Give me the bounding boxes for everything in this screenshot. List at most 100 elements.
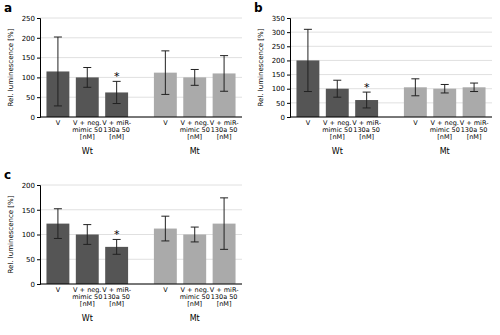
- y-tick-mark: [287, 32, 290, 33]
- panel: 050100150200250VV + neg.mimic 50[nM]V + …: [4, 1, 242, 156]
- figure: 050100150200250VV + neg.mimic 50[nM]V + …: [0, 0, 500, 335]
- marks: [46, 198, 235, 284]
- error-bar: [220, 198, 228, 249]
- x-tick-label: V + miR-130a 50[nM]: [102, 286, 131, 308]
- x-tick-label: V: [163, 119, 168, 127]
- y-tick-mark: [287, 75, 290, 76]
- x-tick-label: V: [306, 119, 311, 127]
- y-tick: 50: [26, 256, 40, 264]
- x-axis: V V + neg.mimic 50[nM]V + miR-130a 50[nM]: [56, 286, 132, 308]
- y-axis-line: [37, 19, 41, 118]
- y-tick: 150: [272, 71, 290, 79]
- y-tick-mark: [37, 117, 40, 118]
- y-tick-label: 250: [22, 15, 35, 23]
- y-tick: 50: [276, 100, 290, 108]
- grid: [40, 18, 242, 117]
- y-tick: 250: [272, 43, 290, 51]
- y-tick: 0: [31, 281, 40, 289]
- grid-line: [290, 18, 492, 19]
- grid: [290, 18, 492, 117]
- y-tick-label: 350: [272, 15, 285, 23]
- y-axis: 0 50 100 150 200: [22, 182, 41, 289]
- y-tick: 200: [272, 57, 290, 65]
- y-axis-title: Rel. luminescence [%]: [7, 28, 15, 106]
- y-tick-label: 300: [272, 29, 285, 37]
- y-tick-label: 250: [272, 43, 285, 51]
- x-tick-label: V + neg.mimic 50[nM]: [72, 119, 102, 141]
- x-tick: V + neg.mimic 50[nM]: [180, 119, 210, 141]
- grid-line: [40, 37, 242, 38]
- grid-line: [290, 88, 492, 89]
- y-tick-label: 50: [276, 100, 285, 108]
- y-tick-label: 100: [22, 231, 35, 239]
- error-bar: [54, 209, 62, 239]
- y-axis-line: [287, 19, 291, 118]
- y-tick-mark: [37, 284, 40, 285]
- error-bar: [113, 239, 121, 254]
- error-bar: [363, 92, 371, 108]
- x-tick: V + neg.mimic 50[nM]: [72, 286, 102, 308]
- y-tick: 250: [22, 15, 40, 23]
- error-bar: [470, 83, 478, 91]
- grid-line: [40, 209, 242, 210]
- y-tick: 200: [22, 35, 40, 43]
- grid-line: [40, 18, 242, 19]
- x-axis: VV + neg.mimic 50[nM]V + miR-130a 50[nM]: [306, 119, 382, 141]
- error-bar: [113, 81, 121, 103]
- x-tick-label: V + neg.mimic 50[nM]: [430, 119, 460, 141]
- error-bar: [161, 216, 169, 241]
- y-tick-label: 50: [26, 94, 35, 102]
- x-tick-label: V: [56, 286, 61, 294]
- x-axis: VV + neg.mimic 50[nM]V + miR-130a 50[nM]: [163, 119, 239, 141]
- y-tick-mark: [37, 97, 40, 98]
- grid-line: [290, 117, 492, 118]
- y-tick: 100: [272, 85, 290, 93]
- x-tick: V: [163, 119, 168, 127]
- y-tick-label: 200: [272, 57, 285, 65]
- x-tick: V + miR-130a 50[nM]: [210, 286, 239, 308]
- marks: [296, 29, 485, 117]
- y-tick-mark: [287, 46, 290, 47]
- y-tick-mark: [287, 89, 290, 90]
- y-tick-label: 100: [272, 85, 285, 93]
- x-tick-label: V + miR-130a 50[nM]: [102, 119, 131, 141]
- error-bar: [83, 68, 91, 88]
- y-axis-title: Rel. luminescence [%]: [257, 28, 265, 106]
- x-tick: V + miR-130a 50[nM]: [460, 119, 489, 141]
- y-tick: 300: [272, 29, 290, 37]
- error-bar: [191, 227, 199, 242]
- y-axis: 050100150200250300350: [272, 15, 291, 122]
- x-tick-label: V: [413, 119, 418, 127]
- error-bar: [161, 51, 169, 95]
- grid-line: [40, 57, 242, 58]
- error-bar: [304, 29, 312, 91]
- y-tick-label: 200: [22, 35, 35, 43]
- error-bar: [83, 225, 91, 245]
- y-tick-mark: [37, 235, 40, 236]
- x-tick: V: [413, 119, 418, 127]
- x-tick-label: V + neg.mimic 50[nM]: [72, 286, 102, 308]
- x-axis: V V + neg.mimic 50[nM]V + miR-130a 50[nM]: [413, 119, 489, 141]
- y-tick: 200: [22, 182, 40, 190]
- x-axis: V V + neg.mimic 50[nM]V + miR-130a 50[nM]: [56, 119, 132, 141]
- x-tick-label: V + miR-130a 50[nM]: [460, 119, 489, 141]
- y-tick: 0: [31, 114, 40, 122]
- panel-title: b: [254, 1, 263, 15]
- group-label: Mt: [190, 147, 200, 156]
- grid-line: [40, 117, 242, 118]
- y-tick: 100: [22, 231, 40, 239]
- y-tick-mark: [37, 210, 40, 211]
- y-tick-label: 0: [31, 114, 35, 122]
- y-tick-mark: [287, 117, 290, 118]
- x-tick-label: V: [56, 119, 61, 127]
- y-tick-mark: [287, 60, 290, 61]
- y-tick-label: 50: [26, 256, 35, 264]
- error-bar: [441, 84, 449, 92]
- grid-line: [40, 259, 242, 260]
- x-tick: V + miR-130a 50[nM]: [352, 119, 381, 141]
- y-axis-line: [37, 186, 41, 285]
- y-tick-label: 150: [22, 206, 35, 214]
- x-axis-line: [40, 117, 242, 118]
- group-label: Wt: [82, 147, 93, 156]
- x-tick-label: V + neg.mimic 50[nM]: [180, 119, 210, 141]
